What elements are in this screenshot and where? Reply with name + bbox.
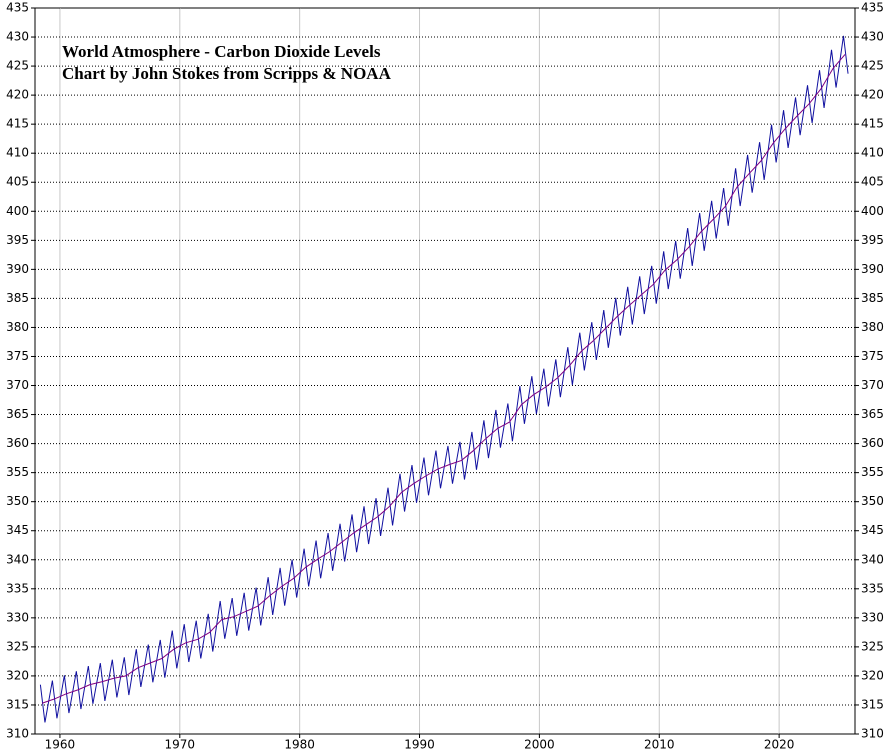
- chart-subtitle: Chart by John Stokes from Scripps & NOAA: [62, 64, 392, 83]
- y2-tick-label: 365: [861, 407, 884, 421]
- y-tick-label: 395: [6, 233, 29, 247]
- series-line: [41, 54, 846, 704]
- y-tick-label: 430: [6, 30, 29, 44]
- y-tick-label: 315: [6, 697, 29, 711]
- y2-tick-label: 390: [861, 262, 884, 276]
- y-tick-label: 365: [6, 407, 29, 421]
- y2-tick-label: 425: [861, 59, 884, 73]
- y2-tick-label: 360: [861, 436, 884, 450]
- x-tick-label: 2000: [524, 738, 555, 752]
- y2-tick-label: 410: [861, 146, 884, 160]
- x-tick-label: 2010: [644, 738, 675, 752]
- y-tick-label: 340: [6, 552, 29, 566]
- plot-area: [34, 7, 856, 735]
- y2-tick-label: 330: [861, 610, 884, 624]
- chart-title: World Atmosphere - Carbon Dioxide Levels: [62, 42, 381, 61]
- y-tick-label: 360: [6, 436, 29, 450]
- y-tick-label: 385: [6, 291, 29, 305]
- y-tick-label: 435: [6, 1, 29, 15]
- y-tick-label: 355: [6, 465, 29, 479]
- y2-tick-label: 355: [861, 465, 884, 479]
- x-tick-label: 1970: [165, 738, 196, 752]
- y2-tick-label: 430: [861, 30, 884, 44]
- y2-tick-label: 380: [861, 320, 884, 334]
- x-tick-label: 2020: [764, 738, 795, 752]
- y2-tick-label: 370: [861, 378, 884, 392]
- y-tick-label: 415: [6, 117, 29, 131]
- y2-tick-label: 400: [861, 204, 884, 218]
- y-tick-label: 400: [6, 204, 29, 218]
- y2-tick-label: 315: [861, 697, 884, 711]
- y2-tick-label: 420: [861, 88, 884, 102]
- y-tick-label: 420: [6, 88, 29, 102]
- y2-tick-label: 345: [861, 523, 884, 537]
- y2-tick-label: 435: [861, 1, 884, 15]
- y-tick-label: 335: [6, 581, 29, 595]
- y-tick-label: 405: [6, 175, 29, 189]
- series-line: [39, 35, 849, 723]
- y2-tick-label: 350: [861, 494, 884, 508]
- y-tick-label: 320: [6, 668, 29, 682]
- y-tick-label: 380: [6, 320, 29, 334]
- x-tick-label: 1960: [45, 738, 76, 752]
- y2-tick-label: 385: [861, 291, 884, 305]
- y-tick-label: 310: [6, 727, 29, 741]
- y-tick-label: 345: [6, 523, 29, 537]
- y2-tick-label: 320: [861, 668, 884, 682]
- plot-layer: 1960 1970 1980 1990 2000 2010 2020 310 310 315 315…: [6, 1, 884, 752]
- y2-tick-label: 325: [861, 639, 884, 653]
- y2-tick-label: 310: [861, 727, 884, 741]
- y-tick-label: 350: [6, 494, 29, 508]
- y2-tick-label: 405: [861, 175, 884, 189]
- y2-tick-label: 415: [861, 117, 884, 131]
- y-tick-label: 425: [6, 59, 29, 73]
- y2-tick-label: 395: [861, 233, 884, 247]
- y2-tick-label: 340: [861, 552, 884, 566]
- y2-tick-label: 335: [861, 581, 884, 595]
- y-tick-label: 410: [6, 146, 29, 160]
- y-tick-label: 370: [6, 378, 29, 392]
- x-tick-label: 1990: [404, 738, 435, 752]
- y2-tick-label: 375: [861, 349, 884, 363]
- y-tick-label: 390: [6, 262, 29, 276]
- y-tick-label: 325: [6, 639, 29, 653]
- y-tick-label: 375: [6, 349, 29, 363]
- x-tick-label: 1980: [284, 738, 315, 752]
- y-tick-label: 330: [6, 610, 29, 624]
